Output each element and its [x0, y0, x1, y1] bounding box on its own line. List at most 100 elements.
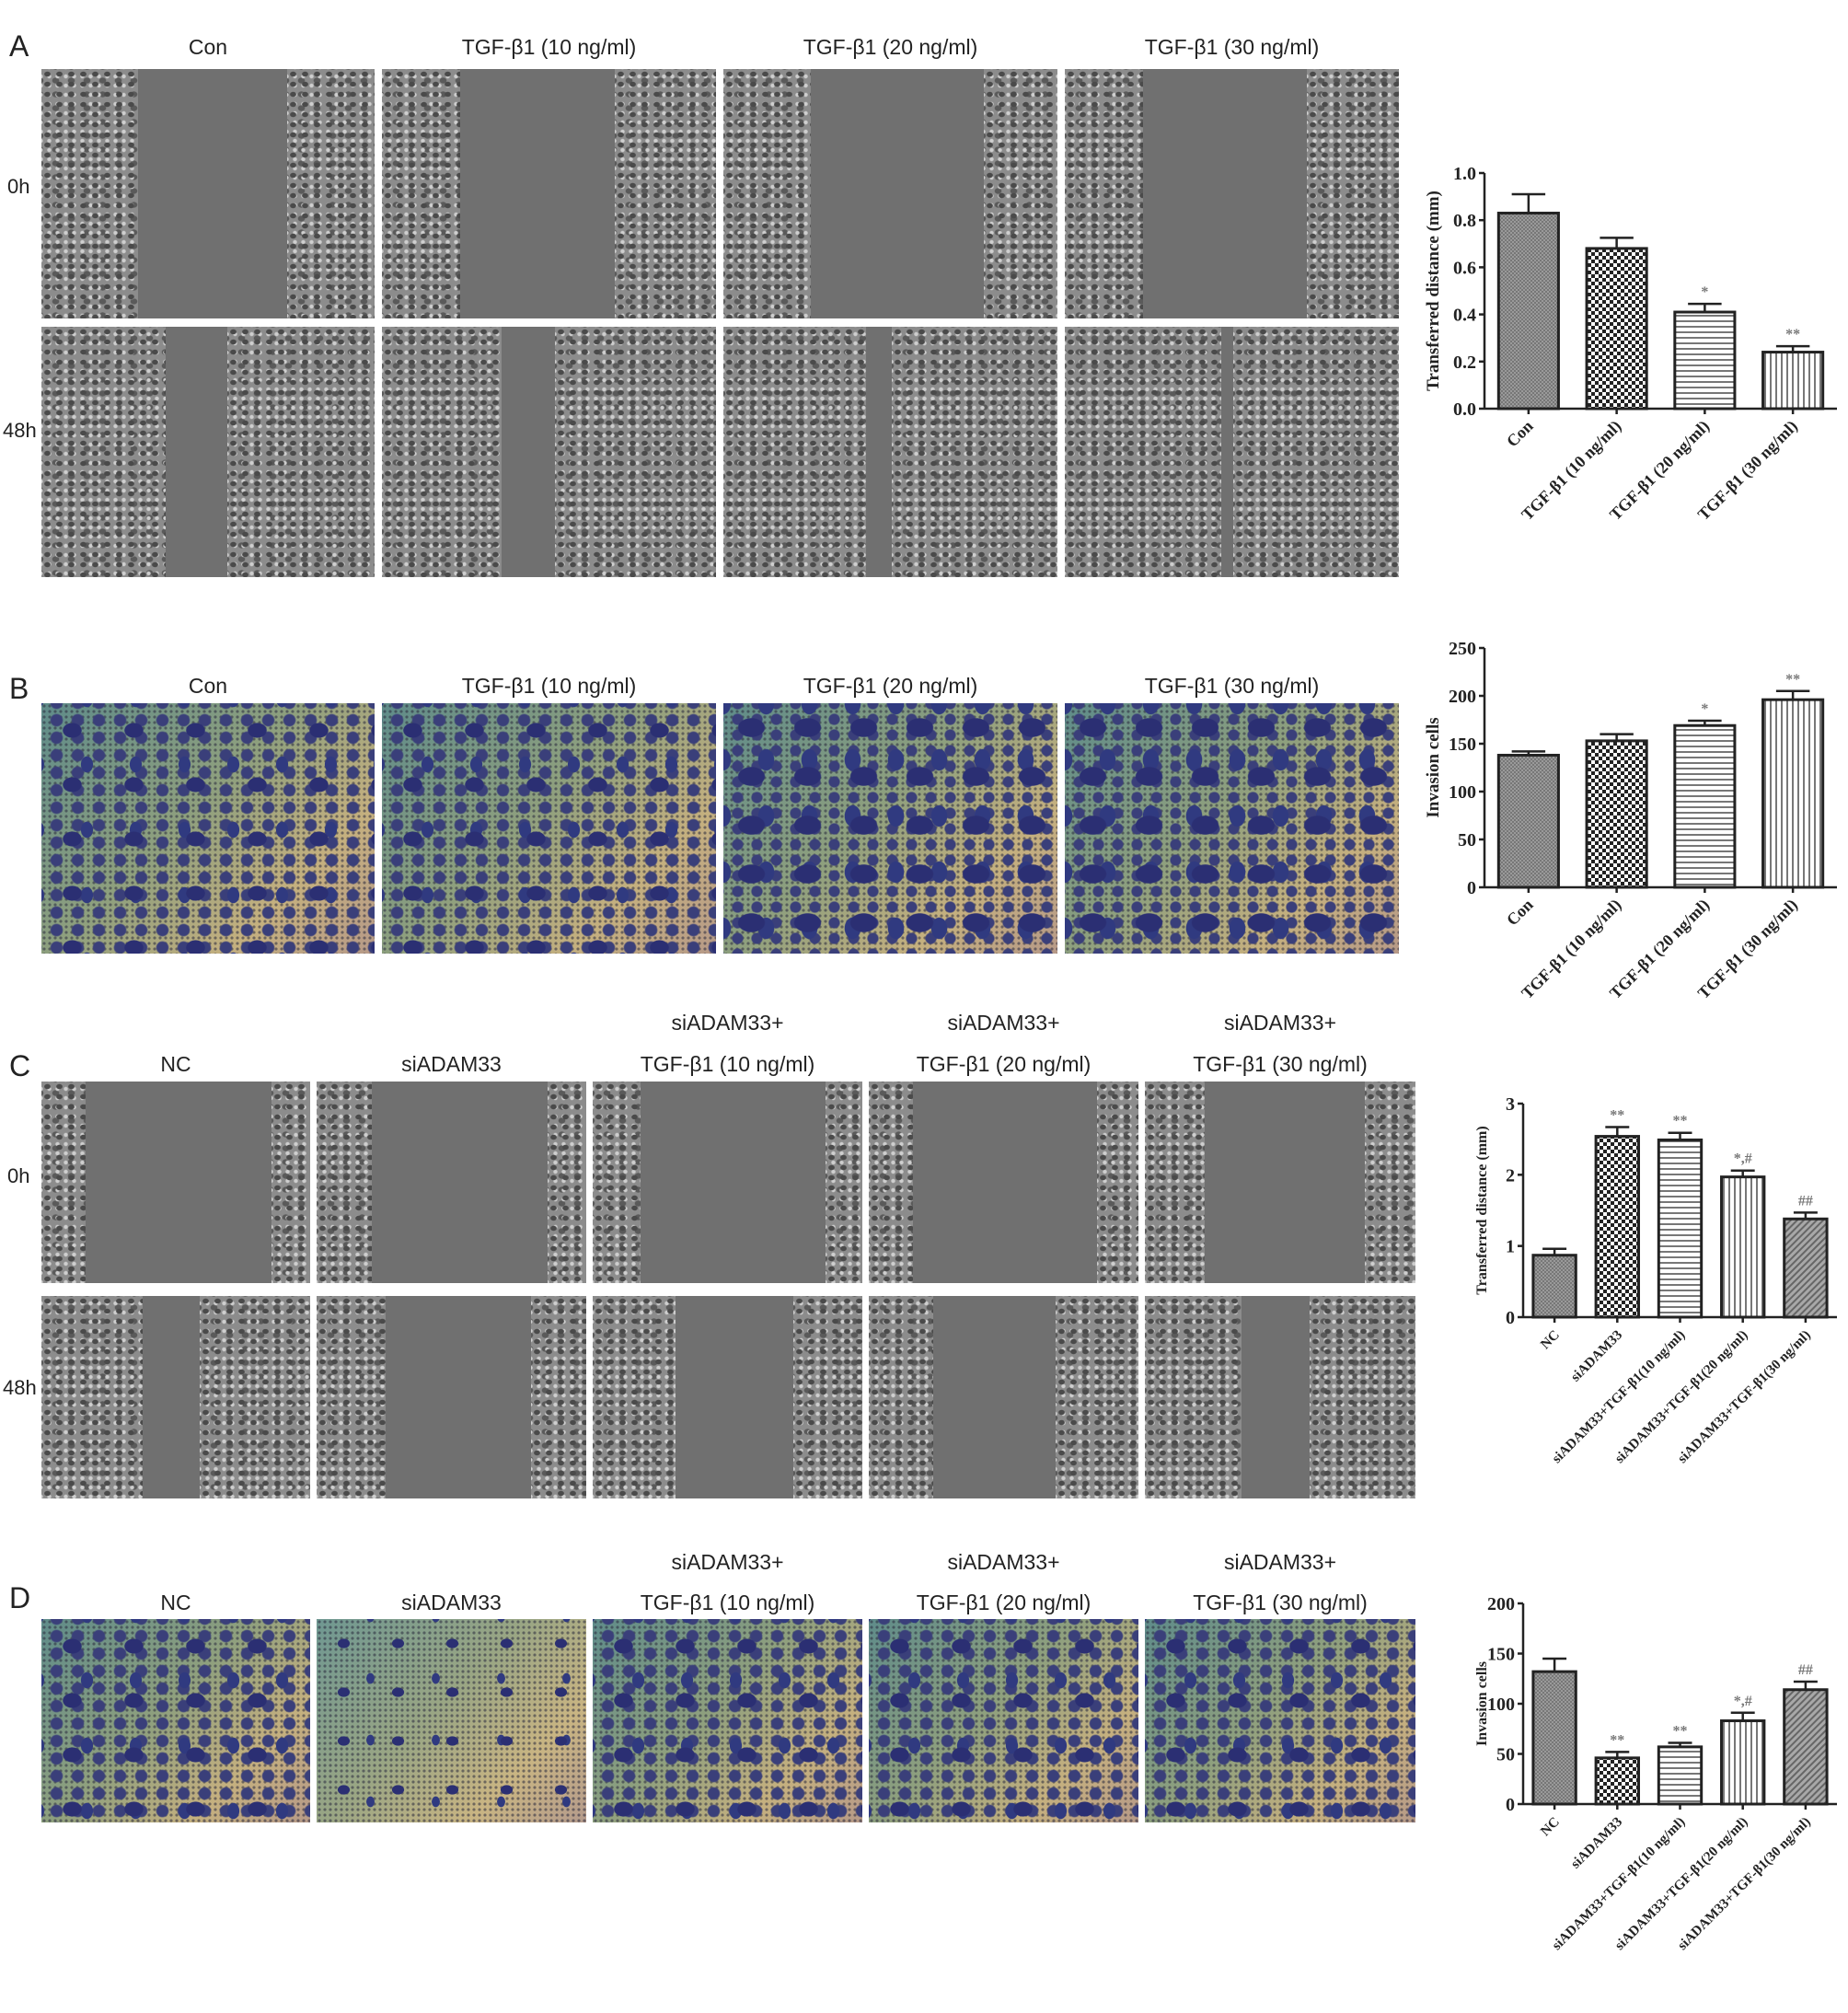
bar — [1783, 1217, 1829, 1319]
y-tick-label: 50 — [1458, 830, 1476, 850]
y-tick-label: 150 — [1449, 735, 1476, 755]
y-tick-label: 0 — [1467, 878, 1476, 898]
column-title: siADAM33 — [401, 1052, 502, 1076]
y-tick-label: 3 — [1506, 1094, 1515, 1115]
row-label: 0h — [7, 175, 30, 198]
y-axis-label: Transferred distance (mm) — [1424, 191, 1443, 391]
bar — [1657, 1138, 1704, 1319]
y-tick-label: 100 — [1449, 782, 1476, 803]
wound-image — [317, 1296, 586, 1498]
significance-label: ## — [1798, 1193, 1813, 1209]
bar — [1585, 739, 1648, 889]
y-tick-label: 0.6 — [1453, 258, 1476, 278]
x-tick-label: siADAM33+TGF-β1(10 ng/ml) — [1550, 1328, 1689, 1467]
column-title-line1: siADAM33+ — [1223, 1011, 1337, 1035]
column-title: Con — [188, 674, 228, 698]
invasion-image — [317, 1619, 586, 1822]
column-title: NC — [160, 1052, 191, 1076]
significance-label: * — [1701, 284, 1708, 300]
x-tick-label: siADAM33+TGF-β1(30 ng/ml) — [1675, 1328, 1814, 1467]
significance-label: ** — [1785, 672, 1800, 688]
bar-chart-b: 0 50 100 150 200 250 Invasion cells Con TGF-β1 (… — [1424, 639, 1837, 1003]
row-label: 48h — [3, 419, 37, 442]
wound-image — [723, 327, 1057, 577]
significance-label: *,# — [1734, 1694, 1752, 1709]
wound-image — [41, 327, 375, 577]
column-title: TGF-β1 (20 ng/ml) — [803, 35, 978, 59]
column-title: TGF-β1 (30 ng/ml) — [1193, 1591, 1368, 1614]
significance-label: ** — [1610, 1108, 1624, 1124]
bar — [1761, 351, 1825, 411]
bar — [1496, 212, 1560, 411]
invasion-image — [382, 703, 716, 954]
x-tick-label: Con — [1503, 417, 1537, 451]
wound-image — [1065, 69, 1399, 318]
panel-label-b: B — [9, 672, 29, 705]
y-tick-label: 1.0 — [1453, 164, 1476, 184]
column-title-line1: siADAM33+ — [947, 1011, 1060, 1035]
y-tick-label: 0.2 — [1453, 353, 1476, 373]
bar — [1594, 1756, 1640, 1806]
y-tick-label: 0 — [1506, 1308, 1515, 1328]
x-tick-label: TGF-β1 (30 ng/ml) — [1694, 417, 1802, 525]
wound-image — [382, 69, 716, 318]
column-title: TGF-β1 (30 ng/ml) — [1193, 1052, 1368, 1076]
bar — [1720, 1175, 1766, 1319]
significance-label: ** — [1673, 1724, 1688, 1740]
bar — [1594, 1135, 1640, 1319]
y-axis-label: Invasion cells — [1424, 717, 1443, 817]
bar-chart-d: 0 50 100 150 200 Invasion cells NC ** siADAM33 **… — [1474, 1594, 1837, 1954]
bar — [1496, 753, 1560, 889]
row-label: 48h — [3, 1376, 37, 1399]
wound-image — [41, 1296, 310, 1498]
y-tick-label: 200 — [1487, 1594, 1515, 1614]
column-title: TGF-β1 (20 ng/ml) — [803, 674, 978, 698]
invasion-image — [41, 1619, 310, 1822]
x-tick-label: siADAM33+TGF-β1(20 ng/ml) — [1612, 1328, 1751, 1467]
column-title-line1: siADAM33+ — [671, 1011, 784, 1035]
wound-image — [593, 1296, 862, 1498]
wound-image — [1065, 327, 1399, 577]
column-title: TGF-β1 (10 ng/ml) — [461, 674, 637, 698]
x-tick-label: siADAM33+TGF-β1(10 ng/ml) — [1550, 1815, 1689, 1954]
wound-image — [723, 69, 1057, 318]
x-tick-label: siADAM33 — [1568, 1328, 1625, 1385]
wound-image — [593, 1082, 862, 1283]
y-axis-label: Transferred distance (mm) — [1474, 1126, 1490, 1294]
wound-image — [317, 1082, 586, 1283]
panel-label-d: D — [9, 1581, 31, 1614]
y-tick-label: 200 — [1449, 687, 1476, 707]
wound-image — [869, 1082, 1138, 1283]
y-tick-label: 0 — [1506, 1795, 1515, 1815]
y-tick-label: 0.8 — [1453, 211, 1476, 231]
bar-chart-c: 0 1 2 3 Transferred distance (mm) NC ** siADAM3… — [1474, 1094, 1837, 1467]
significance-label: ** — [1673, 1114, 1688, 1129]
significance-label: ** — [1610, 1732, 1624, 1748]
bar — [1673, 723, 1737, 889]
bar — [1783, 1688, 1829, 1806]
wound-image — [41, 69, 375, 318]
invasion-image — [41, 703, 375, 954]
significance-label: *,# — [1734, 1151, 1752, 1167]
bar — [1720, 1719, 1766, 1806]
column-title: TGF-β1 (20 ng/ml) — [916, 1591, 1091, 1614]
wound-image — [41, 1082, 310, 1283]
bar-chart-a: 0.0 0.2 0.4 0.6 0.8 1.0 Transferred distance (… — [1424, 164, 1837, 525]
y-axis-label: Invasion cells — [1474, 1661, 1490, 1746]
significance-label: ## — [1798, 1662, 1813, 1678]
column-title: TGF-β1 (30 ng/ml) — [1144, 35, 1320, 59]
bar — [1761, 698, 1825, 889]
column-title: Con — [188, 35, 228, 59]
x-tick-label: NC — [1538, 1815, 1563, 1840]
column-title: siADAM33 — [401, 1591, 502, 1614]
invasion-image — [1145, 1619, 1415, 1822]
row-label: 0h — [7, 1164, 30, 1187]
bar — [1657, 1745, 1704, 1806]
y-tick-label: 250 — [1449, 639, 1476, 659]
bar — [1531, 1254, 1577, 1319]
invasion-image — [1065, 703, 1399, 954]
significance-label: ** — [1785, 327, 1800, 342]
y-tick-label: 1 — [1506, 1237, 1515, 1257]
x-tick-label: TGF-β1 (30 ng/ml) — [1694, 896, 1802, 1003]
x-tick-label: siADAM33+TGF-β1(20 ng/ml) — [1612, 1815, 1751, 1954]
